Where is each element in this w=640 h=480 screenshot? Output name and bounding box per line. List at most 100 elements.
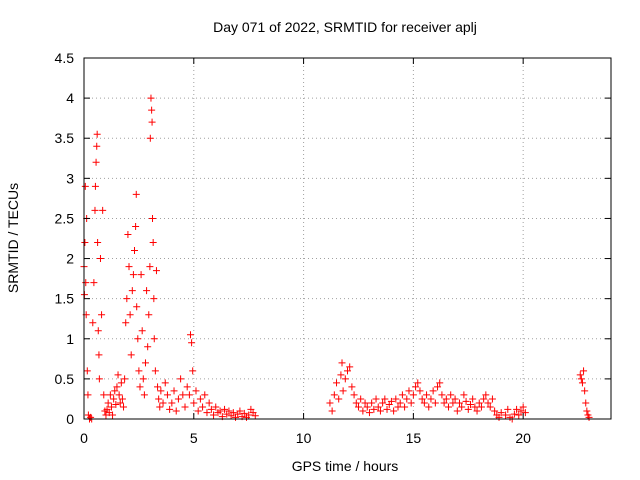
data-point [203, 409, 211, 417]
data-point [517, 407, 525, 415]
data-point [127, 351, 135, 359]
data-point [90, 279, 98, 287]
data-point [458, 403, 466, 411]
data-point [416, 387, 424, 395]
y-tick-label: 3 [66, 170, 74, 186]
y-tick-label: 4 [66, 90, 74, 106]
data-point [409, 391, 417, 399]
data-point [488, 395, 496, 403]
data-point [144, 343, 152, 351]
data-point [207, 405, 215, 413]
data-point [354, 403, 362, 411]
data-point [147, 94, 155, 102]
data-point [179, 391, 187, 399]
data-point [172, 407, 180, 415]
data-point [123, 295, 131, 303]
data-point [110, 395, 118, 403]
data-point [513, 405, 521, 413]
data-point [374, 403, 382, 411]
data-point [396, 399, 404, 407]
data-point [94, 327, 102, 335]
x-tick-label: 20 [515, 430, 531, 446]
data-point [139, 375, 147, 383]
data-point [115, 391, 123, 399]
data-point [475, 399, 483, 407]
y-tick-label: 0.5 [55, 371, 75, 387]
data-point [471, 403, 479, 411]
data-point [383, 405, 391, 413]
data-point [126, 311, 134, 319]
data-point [174, 395, 182, 403]
data-point [133, 303, 141, 311]
data-point [429, 387, 437, 395]
data-point [392, 395, 400, 403]
data-point [348, 383, 356, 391]
data-point [365, 409, 373, 417]
data-point [109, 411, 117, 419]
data-point [466, 401, 474, 409]
data-point [221, 405, 229, 413]
data-point [99, 206, 107, 214]
data-point [344, 367, 351, 375]
data-point [94, 239, 102, 247]
data-point [141, 359, 149, 367]
data-point [405, 387, 413, 395]
data-point [157, 387, 165, 395]
data-point [510, 410, 518, 418]
data-point [376, 407, 384, 415]
data-point [166, 405, 174, 413]
data-point [477, 403, 485, 411]
data-point [372, 395, 380, 403]
data-point [98, 311, 106, 319]
data-point [582, 399, 590, 407]
data-point [451, 395, 459, 403]
data-point [107, 403, 115, 411]
data-point [469, 395, 477, 403]
data-point [132, 190, 140, 198]
data-point [128, 287, 136, 295]
data-point [120, 403, 128, 411]
data-point [149, 239, 157, 247]
data-point [100, 391, 108, 399]
data-point [125, 263, 133, 271]
data-point [412, 383, 420, 391]
data-point [387, 397, 395, 405]
data-point [188, 339, 196, 347]
data-point [519, 403, 527, 411]
data-point [124, 230, 132, 238]
data-point [370, 405, 378, 413]
data-point [95, 351, 103, 359]
data-point [91, 182, 99, 190]
data-point [453, 407, 461, 415]
data-point [140, 391, 148, 399]
data-point [333, 379, 341, 387]
data-point [486, 403, 494, 411]
data-point [151, 367, 159, 375]
data-point [328, 407, 336, 415]
y-tick-label: 2 [66, 251, 74, 267]
data-point [497, 409, 505, 417]
data-point [229, 409, 237, 417]
y-tick-label: 1 [66, 331, 74, 347]
data-point [93, 130, 101, 138]
data-point [580, 367, 588, 375]
data-point [146, 134, 154, 142]
data-point [150, 335, 158, 343]
data-point [326, 399, 334, 407]
data-point [161, 379, 169, 387]
data-point [116, 399, 124, 407]
data-point [346, 363, 354, 371]
data-point [122, 319, 130, 327]
data-point [440, 399, 448, 407]
data-point [156, 403, 164, 411]
data-point [91, 206, 99, 214]
data-point [152, 267, 160, 275]
data-point [111, 387, 119, 395]
data-point [81, 182, 89, 190]
data-point [403, 395, 411, 403]
data-point [502, 411, 510, 419]
data-point [148, 118, 156, 126]
data-point [359, 407, 367, 415]
data-point [190, 399, 198, 407]
